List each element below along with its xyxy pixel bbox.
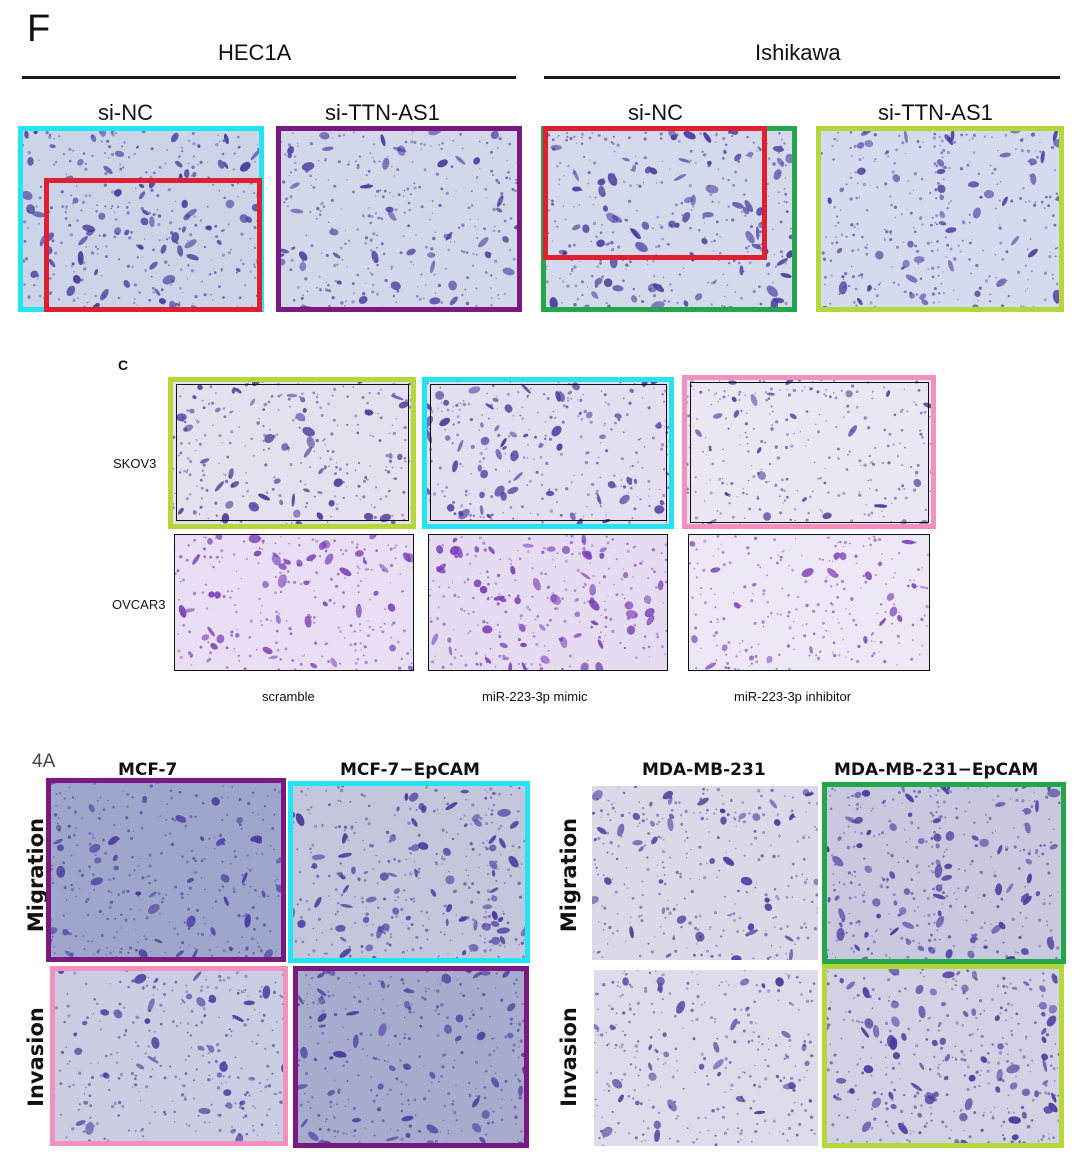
micrograph — [174, 534, 414, 671]
micrograph — [295, 968, 527, 1146]
micrograph — [428, 534, 668, 671]
panel-4a-row-label: Invasion — [24, 1007, 48, 1107]
micrograph — [52, 968, 286, 1144]
micrograph — [688, 534, 930, 671]
panel-4a-row-label: Migration — [557, 817, 581, 933]
panel-4a-row-label: Migration — [24, 817, 48, 933]
panel-c-col-label: miR-223-3p inhibitor — [734, 689, 852, 704]
panel-f-group-ishikawa: Ishikawa — [755, 40, 841, 65]
micrograph — [592, 786, 818, 960]
panel-4a-col-label: MDA-MB-231−EpCAM — [834, 760, 1039, 780]
micrograph — [543, 128, 795, 310]
micrograph — [824, 966, 1062, 1146]
panel-f-divider-ishikawa — [544, 76, 1060, 79]
panel-c-row-label: OVCAR3 — [112, 597, 166, 612]
micrograph — [48, 780, 284, 960]
panel-f-group-hec1a: HEC1A — [218, 40, 292, 65]
micrograph — [170, 379, 414, 525]
micrograph — [594, 970, 818, 1146]
panel-c-col-label: scramble — [262, 689, 315, 704]
panel-4a-row-label: Invasion — [557, 1007, 581, 1107]
panel-4a-letter: 4A — [32, 751, 56, 772]
panel-f-divider-hec1a — [22, 76, 516, 79]
micrograph — [818, 128, 1062, 310]
panel-4a-col-label: MCF-7 — [118, 760, 178, 780]
micrograph — [824, 784, 1064, 962]
panel-c-col-label: miR-223-3p mimic — [482, 689, 588, 704]
panel-f-col-label: si-TTN-AS1 — [325, 100, 440, 125]
micrograph — [424, 379, 672, 525]
panel-4a-col-label: MDA-MB-231 — [642, 760, 766, 780]
micrograph — [290, 783, 528, 961]
panel-f-col-label: si-NC — [628, 100, 683, 125]
micrograph — [20, 128, 262, 310]
panel-f-col-label: si-NC — [98, 100, 153, 125]
micrograph — [278, 128, 520, 310]
panel-f-col-label: si-TTN-AS1 — [878, 100, 993, 125]
panel-f-letter: F — [27, 8, 51, 50]
panel-4a-col-label: MCF-7−EpCAM — [340, 760, 480, 780]
panel-c-letter: C — [118, 357, 129, 373]
panel-c-row-label: SKOV3 — [113, 456, 157, 471]
micrograph — [684, 377, 934, 527]
